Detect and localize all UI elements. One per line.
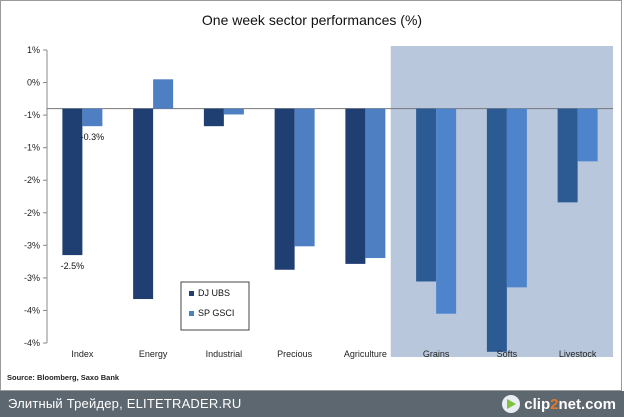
y-tick-label: -2% [24,208,40,218]
bar-dj-ubs-grains [416,108,437,282]
y-tick-label: 1% [27,45,40,55]
chart-frame: One week sector performances (%) 1% 0% -1% -… [0,0,622,391]
legend-swatch [189,291,194,296]
y-tick-label: -3% [24,240,40,250]
y-tick-label: -3% [24,273,40,283]
bar-sp-gsci-industrial [223,108,244,115]
bar-dj-ubs-livestock [557,108,578,203]
bar-sp-gsci-index [82,108,103,127]
data-label: -0.3% [81,132,105,142]
source-note: Source: Bloomberg, Saxo Bank [7,373,120,382]
bar-dj-ubs-softs [486,108,507,352]
bar-sp-gsci-precious [294,108,315,247]
bar-sp-gsci-livestock [577,108,598,162]
bar-dj-ubs-index [62,108,83,256]
x-tick-label: Grains [423,349,450,359]
x-tick-label: Energy [139,349,168,359]
bar-sp-gsci-softs [506,108,527,288]
footer-bar: Элитный Трейдер, ELITETRADER.RU clip2net… [0,391,624,417]
bar-chart: One week sector performances (%) 1% 0% -1% -… [24,12,613,359]
x-tick-label: Industrial [206,349,243,359]
bar-dj-ubs-energy [133,108,154,300]
x-tick-label: Agriculture [344,349,387,359]
x-tick-label: Index [71,349,94,359]
data-label: -2.5% [61,261,85,271]
bar-sp-gsci-energy [153,79,174,109]
x-tick-label: Precious [277,349,313,359]
y-tick-label: -1% [24,110,40,120]
bar-dj-ubs-industrial [203,108,224,127]
play-icon [502,395,521,413]
legend-box [180,281,250,331]
y-tick-label: -1% [24,143,40,153]
legend-swatch [189,311,194,316]
brand-text: clip2net.com [524,395,616,413]
brand-logo[interactable]: clip2net.com [502,394,616,414]
legend-label: SP GSCI [198,308,234,318]
x-tick-label: Livestock [559,349,597,359]
footer-text: Элитный Трейдер, ELITETRADER.RU [8,396,242,411]
bar-dj-ubs-precious [274,108,295,270]
bar-dj-ubs-agriculture [345,108,366,264]
x-tick-label: Softs [497,349,518,359]
legend-label: DJ UBS [198,288,230,298]
y-tick-label: -4% [24,305,40,315]
y-tick-label: 0% [27,78,40,88]
bar-sp-gsci-agriculture [365,108,386,259]
y-tick-label: -4% [24,338,40,348]
chart-title: One week sector performances (%) [202,12,422,28]
y-tick-label: -2% [24,175,40,185]
bar-sp-gsci-grains [436,108,457,314]
